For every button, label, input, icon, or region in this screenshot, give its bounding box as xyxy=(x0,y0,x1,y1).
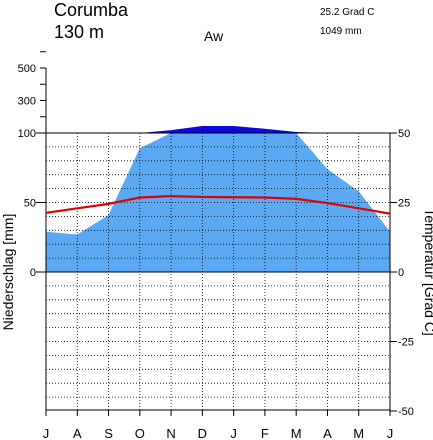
month-label: S xyxy=(104,426,113,440)
month-label: O xyxy=(135,426,145,440)
month-label: A xyxy=(323,426,332,440)
temp-tick-label: -25 xyxy=(398,337,414,349)
temperature-line xyxy=(45,195,391,215)
month-label: F xyxy=(261,426,269,440)
precip-tick-label: 500 xyxy=(18,63,36,75)
month-label: J xyxy=(230,426,237,440)
temp-tick-label: 0 xyxy=(398,267,404,279)
precipitation-perhumid-area xyxy=(46,126,390,133)
climate-class: Aw xyxy=(204,28,224,44)
precip-tick-label: 50 xyxy=(24,198,36,210)
month-label: M xyxy=(353,426,364,440)
precip-tick-label: 0 xyxy=(30,267,36,279)
mean-temperature: 25.2 Grad C xyxy=(320,7,374,18)
precip-tick-label: 100 xyxy=(18,128,36,140)
station-elevation: 130 m xyxy=(54,22,104,42)
month-label: J xyxy=(43,426,50,440)
temp-tick-label: 50 xyxy=(398,128,410,140)
station-name: Corumba xyxy=(54,0,129,20)
month-label: A xyxy=(73,426,82,440)
left-axis-label: Niederschlag [mm] xyxy=(0,214,16,331)
month-label: M xyxy=(291,426,302,440)
month-label: J xyxy=(387,426,394,440)
month-label: D xyxy=(198,426,207,440)
precip-tick-label: 300 xyxy=(18,96,36,108)
month-label: N xyxy=(166,426,175,440)
annual-precipitation: 1049 mm xyxy=(320,26,362,37)
right-axis-label: Temperatur [Grad C] xyxy=(422,208,433,336)
temp-tick-label: 25 xyxy=(398,198,410,210)
temp-tick-label: -50 xyxy=(398,406,414,418)
